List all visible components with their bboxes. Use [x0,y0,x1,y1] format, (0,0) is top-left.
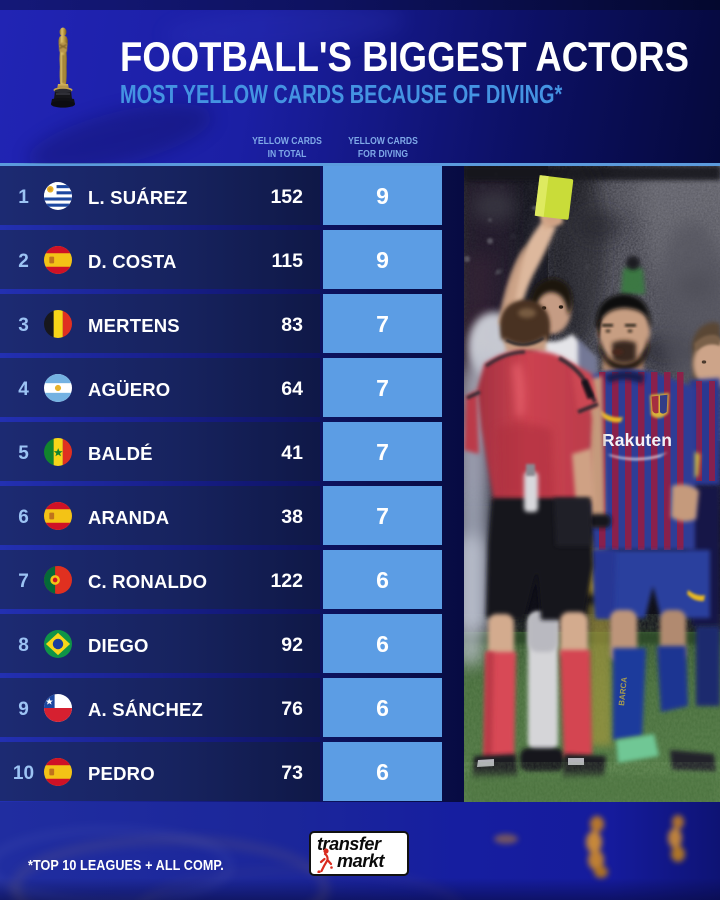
svg-text:BARCA: BARCA [617,676,629,706]
svg-text:Rakuten: Rakuten [602,430,672,450]
